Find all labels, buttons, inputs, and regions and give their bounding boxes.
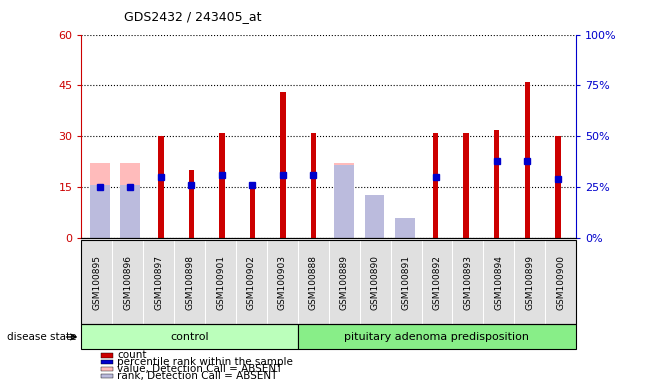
Text: GSM100901: GSM100901 bbox=[216, 255, 225, 310]
Text: count: count bbox=[117, 350, 146, 360]
Text: control: control bbox=[171, 332, 209, 342]
Bar bbox=[365, 211, 385, 238]
Bar bbox=[334, 165, 354, 238]
Text: GSM100890: GSM100890 bbox=[370, 255, 380, 310]
Text: GSM100897: GSM100897 bbox=[154, 255, 163, 310]
Text: percentile rank within the sample: percentile rank within the sample bbox=[117, 357, 293, 367]
Text: GSM100892: GSM100892 bbox=[432, 255, 441, 310]
Bar bbox=[334, 164, 354, 238]
Bar bbox=[555, 136, 561, 238]
Bar bbox=[249, 184, 255, 238]
Bar bbox=[311, 133, 316, 238]
Text: GSM100900: GSM100900 bbox=[556, 255, 565, 310]
Bar bbox=[395, 228, 415, 238]
Text: GSM100888: GSM100888 bbox=[309, 255, 318, 310]
Bar bbox=[158, 136, 163, 238]
Bar bbox=[120, 185, 140, 238]
Bar bbox=[525, 82, 530, 238]
Text: GDS2432 / 243405_at: GDS2432 / 243405_at bbox=[124, 10, 261, 23]
Bar bbox=[395, 218, 415, 238]
Bar bbox=[90, 185, 109, 238]
Bar bbox=[120, 164, 140, 238]
Text: GSM100893: GSM100893 bbox=[464, 255, 473, 310]
Text: GSM100898: GSM100898 bbox=[185, 255, 194, 310]
Text: GSM100891: GSM100891 bbox=[402, 255, 411, 310]
Text: GSM100895: GSM100895 bbox=[92, 255, 102, 310]
Text: pituitary adenoma predisposition: pituitary adenoma predisposition bbox=[344, 332, 529, 342]
Bar bbox=[90, 164, 109, 238]
Text: GSM100889: GSM100889 bbox=[340, 255, 349, 310]
Bar bbox=[280, 92, 286, 238]
Text: value, Detection Call = ABSENT: value, Detection Call = ABSENT bbox=[117, 364, 283, 374]
Text: GSM100902: GSM100902 bbox=[247, 255, 256, 310]
Text: disease state: disease state bbox=[7, 332, 76, 342]
Text: GSM100896: GSM100896 bbox=[123, 255, 132, 310]
Text: GSM100894: GSM100894 bbox=[494, 255, 503, 310]
Bar bbox=[219, 133, 225, 238]
Bar bbox=[189, 170, 194, 238]
Bar bbox=[464, 133, 469, 238]
Bar bbox=[494, 129, 499, 238]
Text: rank, Detection Call = ABSENT: rank, Detection Call = ABSENT bbox=[117, 371, 277, 381]
Text: GSM100903: GSM100903 bbox=[278, 255, 287, 310]
Bar bbox=[433, 133, 438, 238]
Text: GSM100899: GSM100899 bbox=[525, 255, 534, 310]
Bar bbox=[365, 195, 385, 238]
